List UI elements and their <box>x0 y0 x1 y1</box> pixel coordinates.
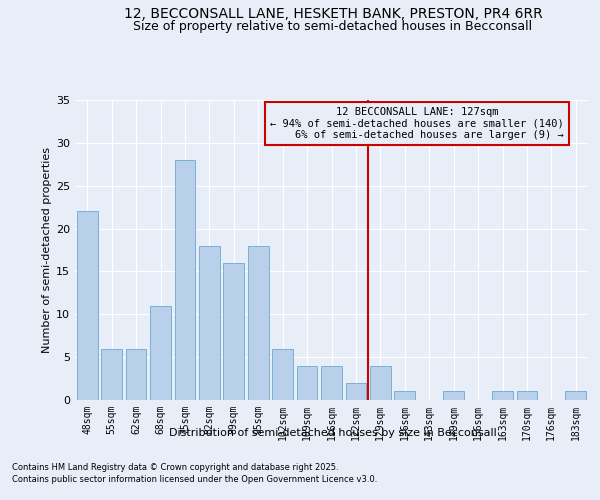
Bar <box>199 246 220 400</box>
Text: Contains HM Land Registry data © Crown copyright and database right 2025.: Contains HM Land Registry data © Crown c… <box>12 464 338 472</box>
Bar <box>443 392 464 400</box>
Bar <box>321 366 342 400</box>
Bar <box>394 392 415 400</box>
Bar <box>565 392 586 400</box>
Bar <box>125 348 146 400</box>
Bar <box>296 366 317 400</box>
Text: Distribution of semi-detached houses by size in Becconsall: Distribution of semi-detached houses by … <box>169 428 497 438</box>
Bar <box>223 263 244 400</box>
Y-axis label: Number of semi-detached properties: Number of semi-detached properties <box>42 147 52 353</box>
Bar <box>346 383 367 400</box>
Bar <box>492 392 513 400</box>
Bar <box>101 348 122 400</box>
Text: 12, BECCONSALL LANE, HESKETH BANK, PRESTON, PR4 6RR: 12, BECCONSALL LANE, HESKETH BANK, PREST… <box>124 8 542 22</box>
Bar <box>248 246 269 400</box>
Bar <box>150 306 171 400</box>
Bar <box>517 392 538 400</box>
Bar <box>175 160 196 400</box>
Bar <box>77 212 98 400</box>
Bar <box>370 366 391 400</box>
Text: Size of property relative to semi-detached houses in Becconsall: Size of property relative to semi-detach… <box>133 20 533 33</box>
Bar <box>272 348 293 400</box>
Text: 12 BECCONSALL LANE: 127sqm
← 94% of semi-detached houses are smaller (140)
    6: 12 BECCONSALL LANE: 127sqm ← 94% of semi… <box>270 107 564 140</box>
Text: Contains public sector information licensed under the Open Government Licence v3: Contains public sector information licen… <box>12 475 377 484</box>
